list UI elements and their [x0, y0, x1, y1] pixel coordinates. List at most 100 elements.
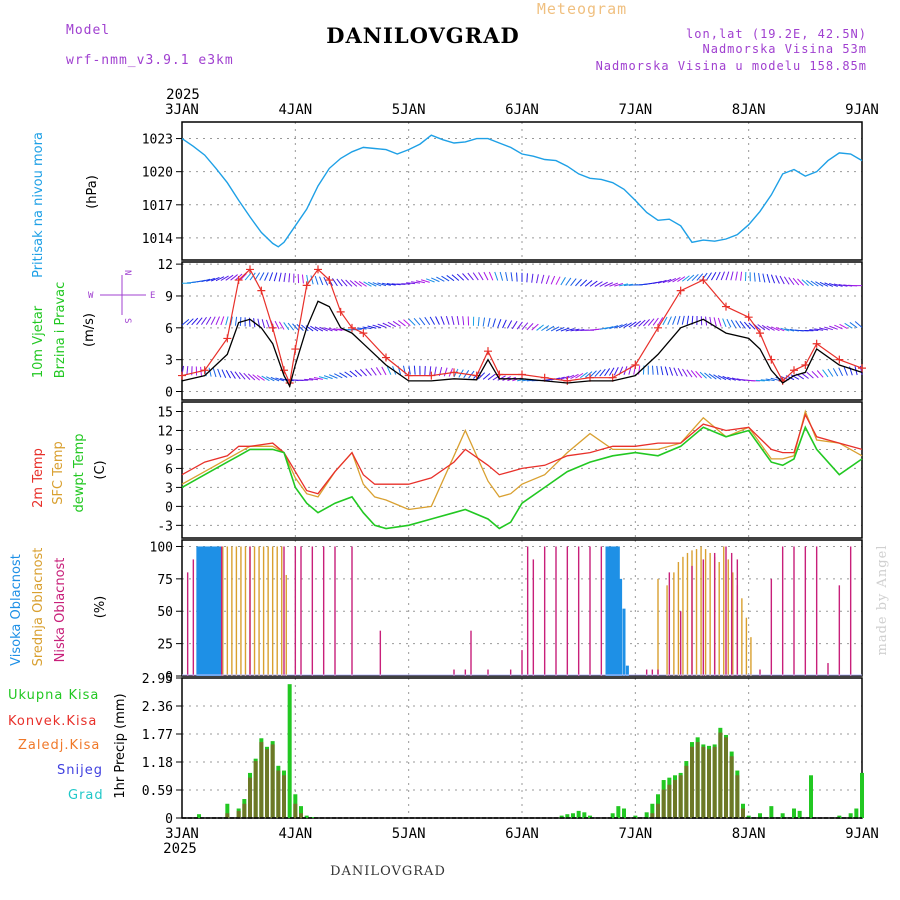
cloud-ytick-label-1: 25 — [157, 638, 173, 653]
cloud-high-bar-4 — [205, 546, 209, 676]
wind-arrow-0-43 — [382, 282, 391, 286]
wind-arrow-2-6 — [208, 367, 212, 377]
precip-conv-bar-10 — [282, 775, 286, 818]
wind-arrow-1-114 — [730, 319, 737, 328]
wind-arrow-1-56 — [451, 315, 455, 325]
compass-west: W — [88, 291, 94, 301]
wind-arrow-0-112 — [725, 271, 730, 281]
wind-gust-marker-7 — [280, 366, 288, 375]
wind-arrow-2-88 — [608, 367, 615, 376]
wind-arrow-0-83 — [584, 280, 593, 287]
wind-arrow-1-0 — [181, 318, 190, 326]
wind-arrow-1-67 — [506, 320, 513, 329]
cloud-ytick-label-4: 100 — [150, 540, 173, 555]
cloud-ylabel-low: Niska Oblacnost — [53, 558, 68, 663]
wind-arrow-1-74 — [541, 325, 550, 332]
wind-arrow-1-70 — [521, 322, 529, 330]
cloud-mid-bar-27 — [718, 562, 720, 676]
wind-arrow-1-71 — [526, 323, 534, 331]
wind-arrow-1-97 — [652, 317, 659, 326]
cloud-mid-bar-32 — [741, 598, 743, 676]
cloud-high-bar-10 — [219, 546, 223, 676]
cloud-mid-bar-29 — [727, 559, 729, 676]
wind-arrow-0-111 — [720, 271, 725, 281]
wind-arrow-0-81 — [575, 278, 582, 287]
precip-total-bar-48 — [792, 808, 796, 818]
precip-conv-bar-38 — [712, 746, 717, 818]
wind-gust-marker-30 — [676, 286, 685, 295]
wind-arrow-1-117 — [743, 321, 751, 330]
precip-ytick-label-5: 2.95 — [142, 672, 173, 687]
wind-gust-marker-10 — [302, 281, 311, 290]
wind-arrow-0-113 — [730, 271, 734, 281]
wind-arrow-0-53 — [431, 277, 440, 283]
wind-arrow-0-50 — [415, 280, 425, 284]
wind-arrow-0-44 — [386, 282, 396, 286]
wind-arrow-1-115 — [735, 320, 741, 329]
cloud-high-bar-12 — [607, 546, 611, 676]
cloud-high-bar-14 — [612, 546, 616, 676]
wind-arrow-0-17 — [264, 272, 269, 281]
wind-arrow-0-69 — [516, 272, 518, 282]
wind-arrow-0-129 — [801, 279, 809, 287]
wind-arrow-1-93 — [633, 320, 642, 327]
wind-arrow-1-73 — [536, 324, 544, 331]
wind-arrow-1-17 — [261, 319, 266, 329]
wind-ytick-label-2: 6 — [165, 322, 173, 337]
precip-total-bar-1 — [225, 803, 230, 818]
wind-arrow-2-106 — [690, 370, 698, 378]
wind-gust-marker-34 — [756, 329, 764, 338]
wind-arrow-2-31 — [323, 375, 333, 380]
wind-arrow-2-109 — [704, 372, 712, 380]
cloud-low-bar-24 — [589, 546, 591, 676]
cloud-low-bar-18 — [526, 546, 529, 676]
wind-arrow-2-36 — [349, 370, 358, 378]
cloud-high-bar-19 — [625, 665, 629, 676]
cloud-low-bar-40 — [793, 546, 795, 676]
wind-arrow-1-104 — [686, 315, 690, 325]
wind-gust-marker-19 — [450, 368, 458, 377]
wind-arrow-1-91 — [623, 322, 632, 328]
cloud-mid-bar-2 — [231, 546, 233, 676]
wind-arrow-2-18 — [261, 375, 270, 382]
x-bottom-label-1: 4JAN — [278, 826, 312, 842]
wind-arrow-0-88 — [609, 282, 619, 287]
wind-arrow-0-71 — [526, 273, 528, 283]
cloud-low-bar-12 — [453, 669, 455, 676]
cloud-ylabel-high: Visoka Oblacnost — [9, 554, 24, 666]
wind-arrow-0-26 — [306, 274, 309, 284]
wind-arrow-2-61 — [477, 372, 486, 380]
precip-legend-item-4: Grad — [68, 788, 104, 803]
wind-arrow-1-38 — [357, 327, 367, 330]
wind-arrow-0-136 — [833, 283, 843, 287]
cloud-low-bar-44 — [838, 585, 841, 676]
wind-arrow-2-104 — [682, 368, 688, 377]
precip-total-bar-25 — [633, 815, 638, 818]
wind-arrow-2-48 — [413, 365, 416, 375]
wind-gust-marker-9 — [291, 345, 300, 354]
wind-arrow-2-108 — [699, 371, 707, 379]
wind-arrow-0-39 — [363, 281, 372, 287]
wind-arrow-1-5 — [205, 316, 212, 325]
wind-arrow-1-118 — [748, 322, 756, 330]
precip-ytick-label-3: 1.77 — [142, 728, 173, 743]
wind-arrow-1-139 — [849, 322, 858, 329]
cloud-low-bar-37 — [759, 669, 761, 676]
x-top-label-1: 4JAN — [278, 102, 312, 118]
x-top-label-2: 5JAN — [392, 102, 426, 118]
precip-conv-bar-34 — [690, 746, 694, 818]
precip-total-bar-46 — [769, 806, 774, 818]
cloud-high-bar-18 — [622, 608, 626, 676]
wind-arrow-0-21 — [283, 272, 286, 282]
wind-arrow-0-65 — [494, 271, 499, 281]
x-top-label-4: 7JAN — [618, 102, 652, 118]
wind-arrow-1-33 — [333, 328, 343, 332]
wind-gust-marker-0 — [178, 371, 186, 380]
wind-arrow-0-25 — [301, 274, 304, 284]
wind-arrow-0-97 — [653, 280, 662, 285]
wind-arrow-1-125 — [780, 327, 790, 332]
cloud-mid-bar-20 — [686, 552, 689, 676]
precip-total-bar-13 — [299, 806, 303, 818]
precip-conv-bar-39 — [718, 732, 723, 818]
wind-arrow-2-99 — [660, 366, 664, 376]
